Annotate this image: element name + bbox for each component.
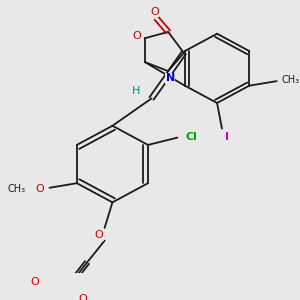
Text: H: H xyxy=(132,86,140,96)
Text: O: O xyxy=(31,277,40,286)
Text: CH₃: CH₃ xyxy=(8,184,26,194)
Text: Cl: Cl xyxy=(185,132,197,142)
Text: O: O xyxy=(94,230,103,240)
Text: CH₃: CH₃ xyxy=(281,75,299,85)
Text: N: N xyxy=(166,74,175,83)
Text: O: O xyxy=(133,32,141,41)
Text: I: I xyxy=(225,132,229,142)
Text: O: O xyxy=(35,184,44,194)
Text: O: O xyxy=(150,7,159,17)
Text: O: O xyxy=(79,294,88,300)
